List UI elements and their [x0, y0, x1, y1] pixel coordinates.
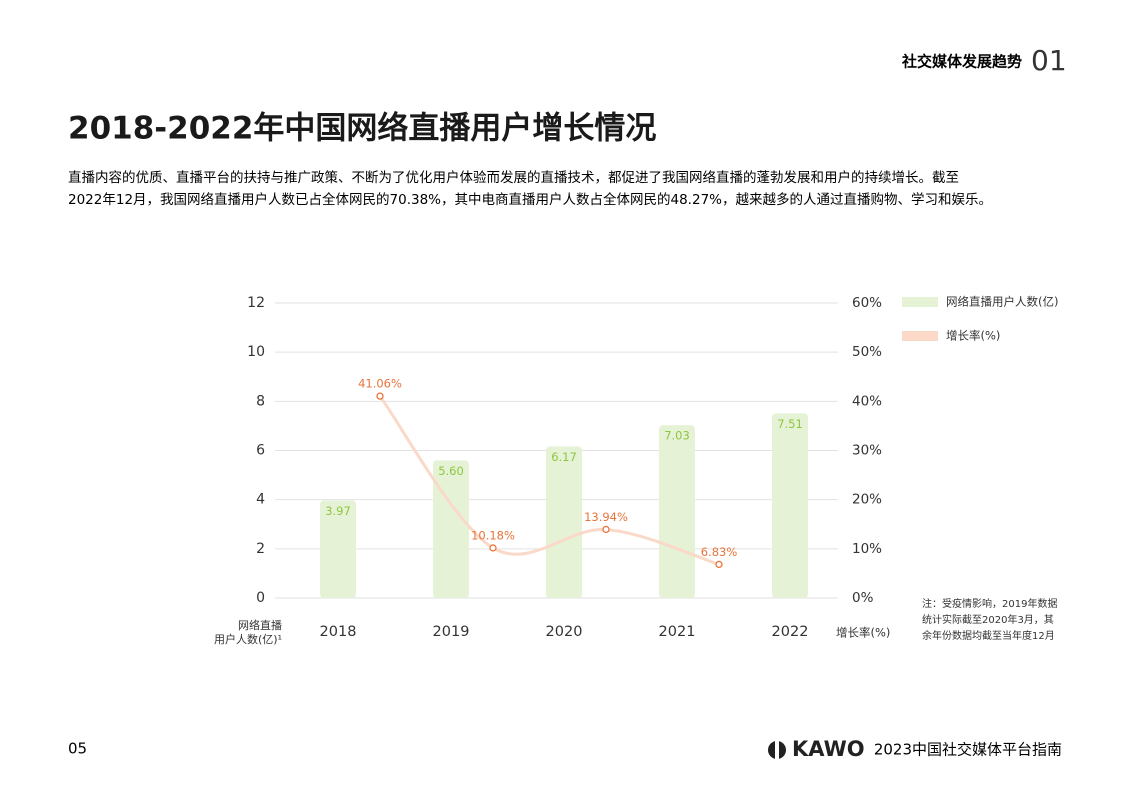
y2-tick-label: 40%: [852, 393, 882, 409]
brand-logo: [768, 740, 786, 760]
y-tick-label: 0: [256, 590, 265, 606]
x-tick-label: 2022: [772, 624, 809, 640]
bar-value-label: 3.97: [325, 504, 351, 518]
y-tick-label: 12: [247, 295, 265, 311]
growth-value-label: 6.83%: [701, 545, 738, 559]
bar-value-label: 7.03: [664, 429, 690, 443]
x-tick-label: 2021: [659, 624, 696, 640]
y2-tick-label: 50%: [852, 344, 882, 360]
x-tick-label: 2019: [433, 624, 470, 640]
bar: [659, 425, 695, 598]
bar-value-label: 5.60: [438, 464, 464, 478]
legend-swatch: [902, 331, 938, 341]
growth-point: [489, 544, 497, 552]
growth-point: [376, 392, 384, 400]
growth-line: [378, 395, 720, 566]
paragraph-line: 直播内容的优质、直播平台的扶持与推广政策、不断为了优化用户体验而发展的直播技术，…: [68, 169, 959, 186]
section-title: 社交媒体发展趋势: [901, 53, 1022, 71]
growth-value-label: 10.18%: [471, 528, 515, 542]
y2-tick-label: 10%: [852, 541, 882, 557]
y-tick-label: 8: [256, 393, 265, 409]
legend-label: 网络直播用户人数(亿): [946, 295, 1058, 309]
y-axis-label: 网络直播: [238, 618, 282, 632]
chart-note: 注：受疫情影响，2019年数据: [922, 597, 1057, 610]
y2-tick-label: 60%: [852, 295, 882, 311]
paragraph-line: 2022年12月，我国网络直播用户人数已占全体网民的70.38%，其中电商直播用…: [68, 191, 992, 208]
y2-tick-label: 30%: [852, 443, 882, 459]
chart-note: 统计实际截至2020年3月，其: [922, 613, 1054, 626]
bar: [772, 413, 808, 598]
growth-point: [715, 560, 723, 569]
growth-value-label: 41.06%: [358, 377, 402, 391]
y2-tick-label: 0%: [852, 590, 874, 606]
growth-point: [602, 525, 610, 534]
publication: 2023中国社交媒体平台指南: [874, 741, 1062, 759]
legend-label: 增长率(%): [946, 329, 1000, 343]
y2-axis-label: 增长率(%): [836, 626, 890, 640]
chart-note: 余年份数据均截至当年度12月: [922, 629, 1055, 642]
growth-value-label: 13.94%: [584, 510, 628, 524]
y-tick-label: 4: [256, 492, 265, 508]
section-number: 01: [1031, 44, 1067, 77]
bar: [546, 446, 582, 598]
y-axis-label: 用户人数(亿)¹: [214, 632, 282, 646]
page-title: 2018-2022年中国网络直播用户增长情况: [68, 111, 656, 147]
y-tick-label: 10: [247, 344, 265, 360]
page-number: 05: [68, 740, 87, 758]
brand: KAWO: [792, 737, 865, 761]
y-tick-label: 2: [256, 541, 265, 557]
bar-value-label: 7.51: [777, 417, 803, 431]
bar-value-label: 6.17: [551, 450, 577, 464]
bar: [320, 500, 356, 598]
y-tick-label: 6: [256, 443, 265, 459]
x-tick-label: 2020: [546, 624, 583, 640]
bar: [433, 460, 469, 598]
legend-swatch: [902, 297, 938, 307]
x-tick-label: 2018: [320, 624, 357, 640]
y2-tick-label: 20%: [852, 492, 882, 508]
